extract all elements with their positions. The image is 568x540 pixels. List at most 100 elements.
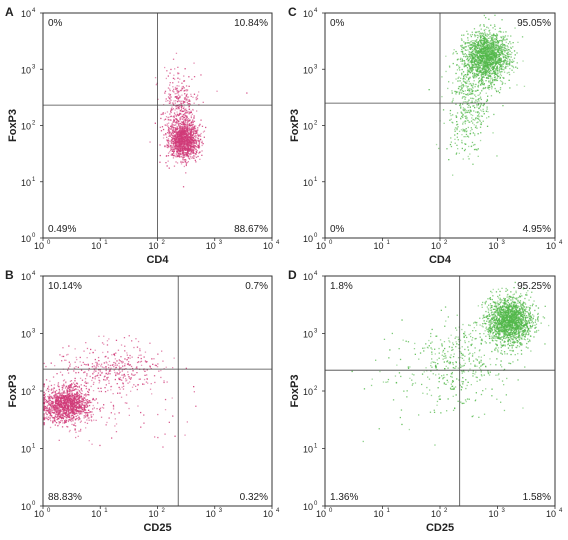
event-point (76, 393, 78, 395)
event-point (55, 398, 57, 401)
event-point (480, 51, 482, 53)
event-point (181, 105, 183, 108)
event-point (193, 141, 196, 143)
event-point (161, 126, 164, 128)
event-point (475, 49, 477, 51)
event-point (48, 412, 50, 414)
event-point (174, 96, 176, 98)
event-point (68, 390, 70, 392)
event-point (93, 367, 95, 369)
event-point (73, 370, 75, 372)
event-point (201, 141, 203, 144)
event-point (70, 416, 72, 418)
event-point (114, 378, 116, 381)
event-point (490, 67, 492, 69)
event-point (57, 425, 59, 427)
event-point (475, 45, 477, 48)
event-point (488, 74, 490, 76)
event-point (484, 38, 486, 40)
event-point (186, 153, 188, 155)
event-point (184, 123, 186, 125)
event-point (493, 70, 495, 73)
event-point (480, 37, 482, 39)
event-point (487, 61, 489, 63)
event-point (189, 158, 191, 160)
event-point (178, 120, 180, 123)
x-tick-label: 10 (206, 509, 216, 519)
event-point (189, 134, 192, 136)
event-point (91, 366, 93, 368)
event-point (122, 361, 124, 363)
event-point (61, 374, 64, 376)
event-point (178, 143, 180, 146)
event-point (101, 372, 103, 374)
event-point (63, 384, 65, 386)
event-point (182, 100, 184, 102)
event-point (485, 48, 487, 50)
event-point (183, 127, 185, 129)
event-point (168, 116, 170, 118)
event-point (179, 146, 181, 148)
event-point (474, 53, 476, 56)
event-point (170, 110, 172, 112)
event-point (494, 60, 496, 62)
event-point (485, 48, 487, 50)
event-point (69, 414, 71, 417)
event-point (467, 37, 469, 39)
event-point (56, 396, 59, 398)
event-point (120, 367, 123, 369)
event-point (175, 148, 178, 150)
event-point (52, 422, 54, 424)
event-point (183, 165, 185, 168)
event-point (177, 136, 179, 138)
event-point (491, 46, 493, 48)
event-point (188, 110, 190, 113)
event-point (57, 411, 60, 413)
event-point (99, 374, 102, 376)
event-point (85, 409, 87, 411)
event-point (86, 375, 88, 377)
event-point (113, 361, 115, 364)
event-point (71, 408, 73, 410)
event-point (490, 73, 493, 75)
event-point (187, 144, 189, 146)
event-point (197, 138, 200, 140)
event-point (189, 125, 191, 127)
event-point (169, 135, 171, 137)
event-point (101, 406, 103, 409)
event-point (77, 395, 79, 398)
event-point (104, 375, 106, 377)
event-point (478, 61, 480, 63)
event-point (496, 90, 498, 93)
event-point (476, 51, 478, 53)
event-point (66, 398, 68, 400)
event-point (94, 378, 96, 380)
event-point (70, 400, 73, 403)
event-point (494, 65, 496, 67)
event-point (55, 404, 58, 407)
event-point (188, 113, 190, 115)
event-point (483, 60, 485, 62)
event-point (188, 120, 191, 122)
event-point (43, 409, 45, 411)
event-point (58, 400, 61, 402)
event-point (75, 388, 77, 390)
event-point (489, 33, 491, 36)
event-point (484, 68, 486, 71)
event-point (477, 56, 479, 58)
event-point (80, 407, 82, 409)
event-point (190, 115, 192, 117)
event-point (80, 406, 82, 408)
event-point (487, 59, 489, 61)
event-point (187, 137, 189, 139)
event-point (488, 18, 490, 20)
event-point (72, 387, 74, 389)
event-point (483, 52, 485, 54)
event-point (67, 395, 69, 397)
event-point (62, 413, 64, 415)
event-point (192, 140, 194, 142)
event-point (173, 74, 175, 76)
event-point (464, 62, 466, 64)
event-point (60, 394, 62, 396)
event-point (170, 109, 172, 111)
